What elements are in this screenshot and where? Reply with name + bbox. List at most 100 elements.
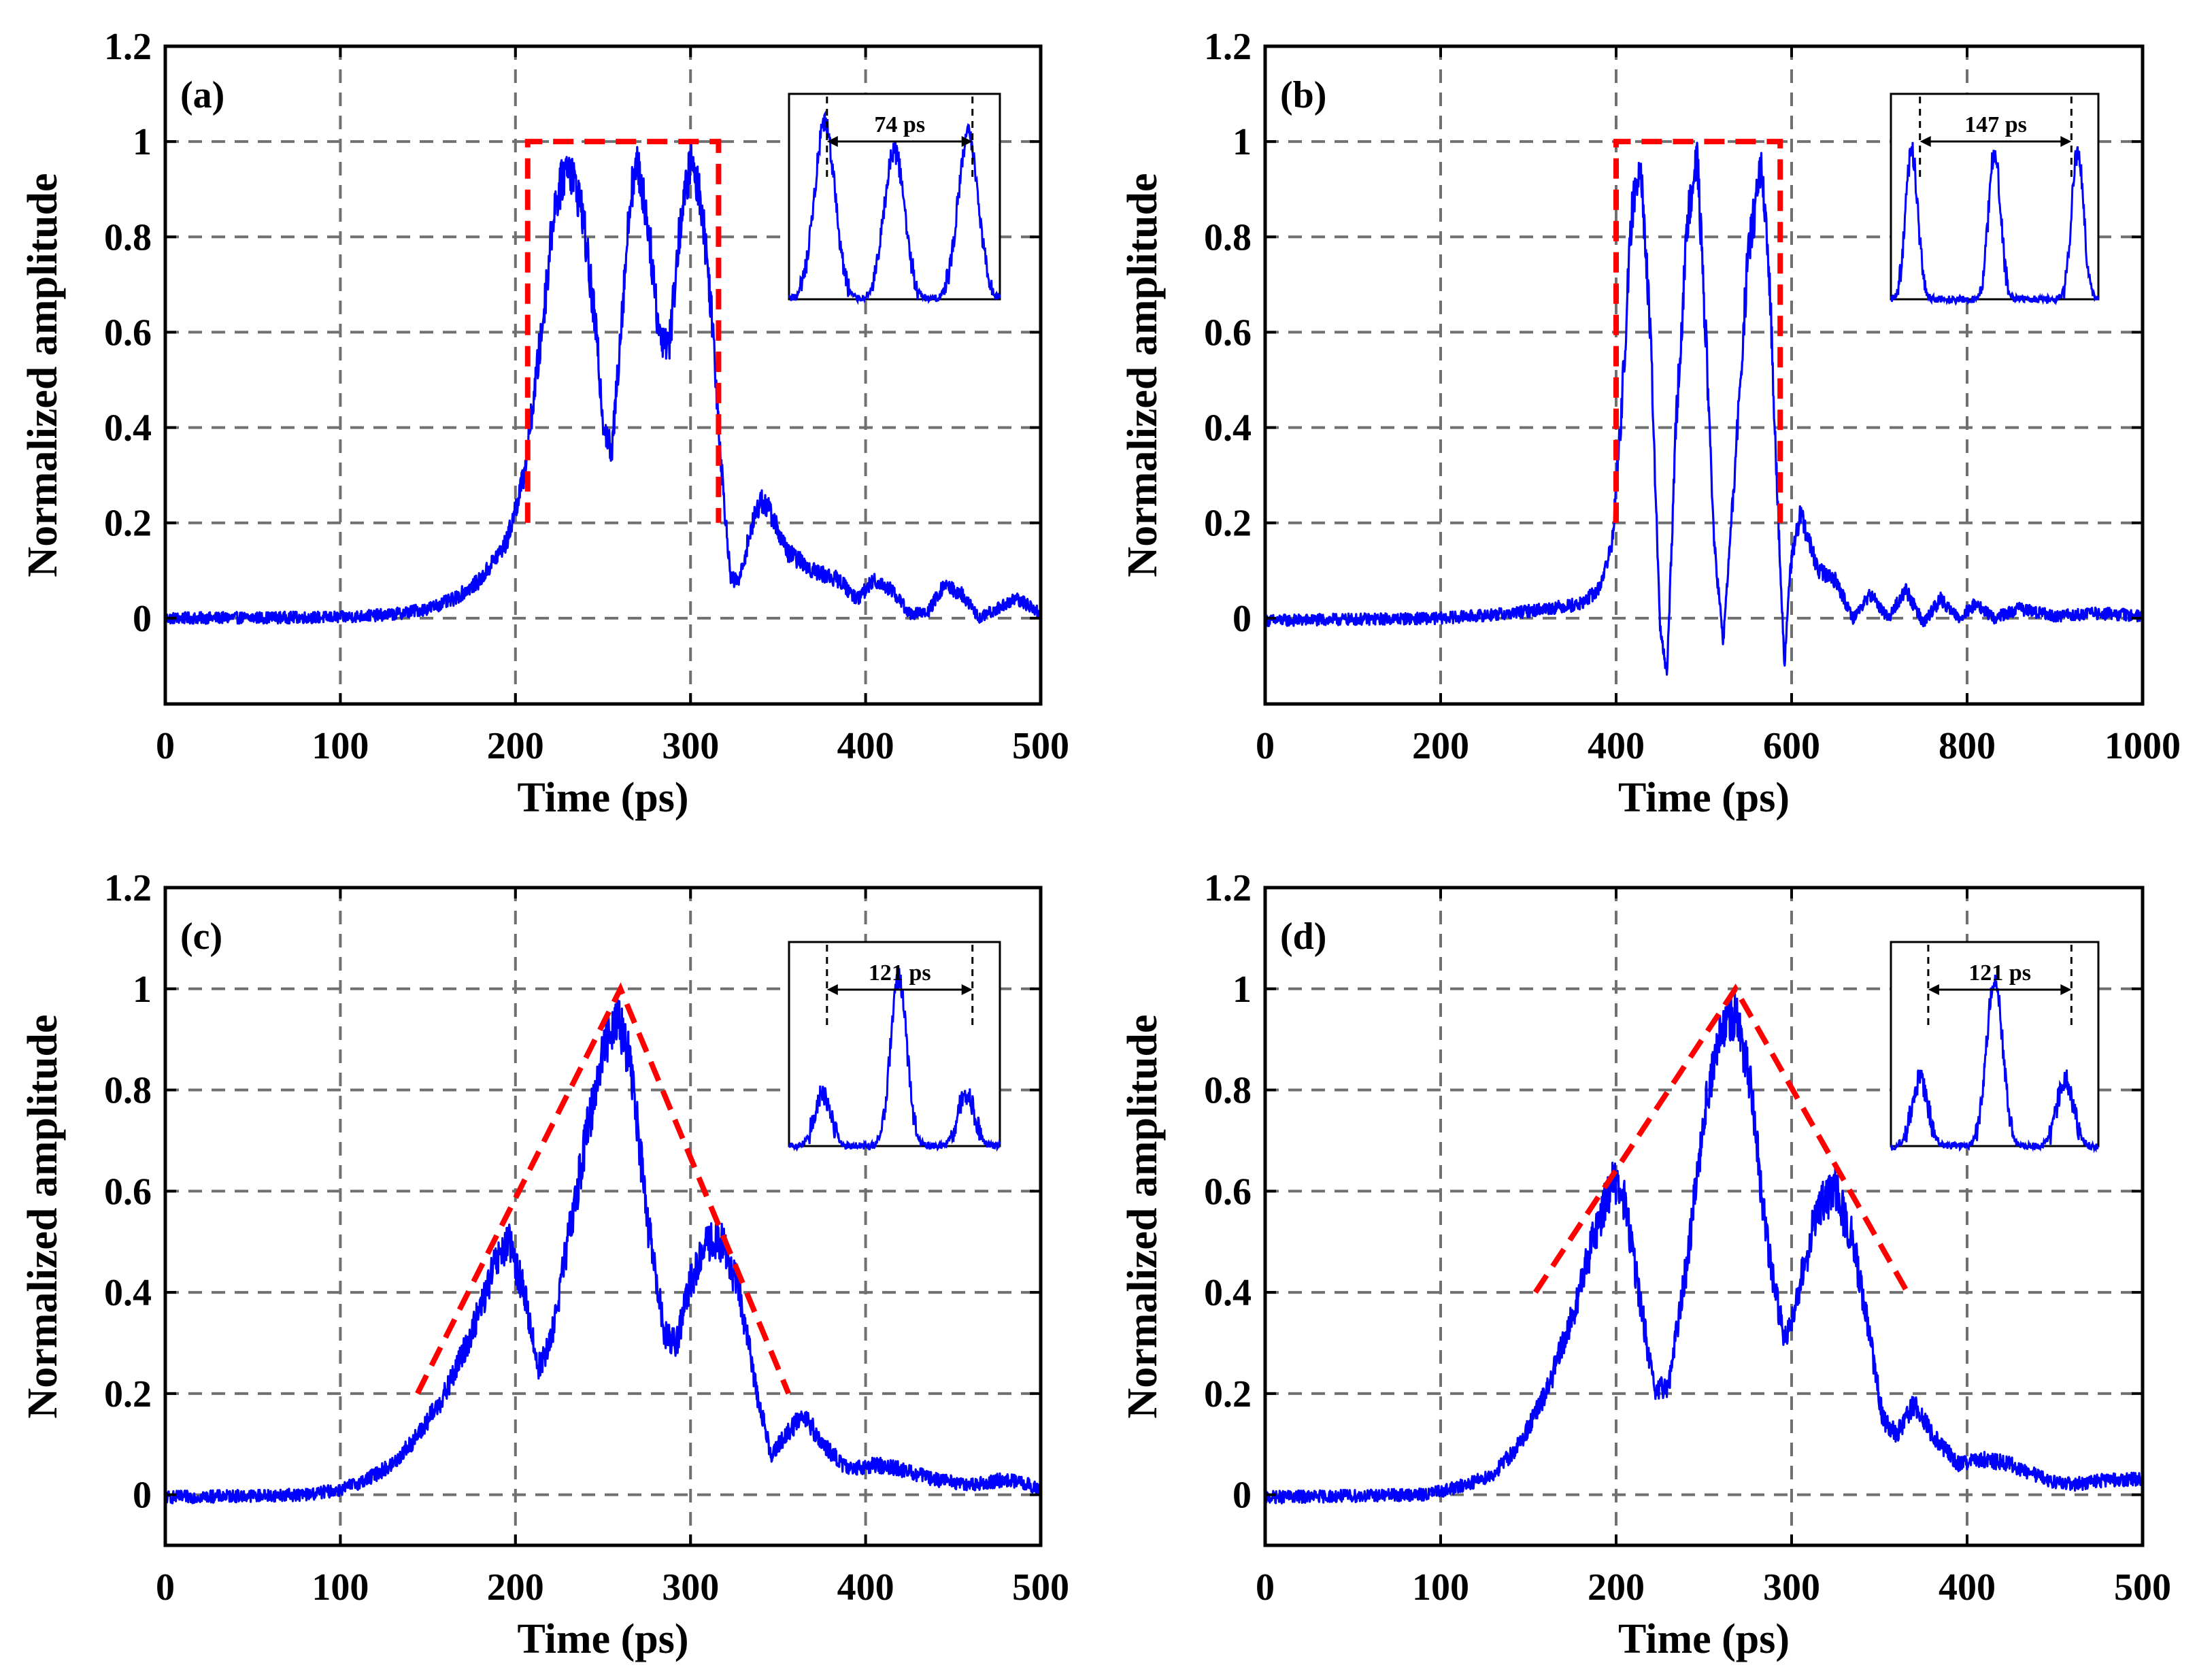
y-axis-label: Normalized amplitude (1120, 1014, 1166, 1418)
y-tick-label: 0 (1232, 1475, 1252, 1517)
inset: 74 ps (788, 93, 1001, 305)
y-tick-label: 0.2 (1204, 1373, 1252, 1415)
inset: 121 ps (788, 941, 1001, 1152)
inset-arrowhead-left (826, 984, 838, 995)
y-tick-label: 1.2 (1204, 26, 1252, 68)
x-tick-label: 500 (1012, 1566, 1069, 1609)
inset-annotation: 121 ps (869, 960, 931, 986)
x-tick-label: 800 (1939, 725, 1996, 767)
x-axis-label: Time (ps) (1618, 775, 1790, 821)
y-tick-label: 0 (1232, 598, 1252, 640)
inset-arrowhead-right (961, 984, 973, 995)
chart-panel-c: 0 100 200 300 400 500 0 0.2 0.4 0.6 0.8 1 1.2 Time (p… (20, 867, 1069, 1662)
inset-arrowhead-right (2060, 136, 2072, 147)
y-tick-label: 0.4 (1204, 1272, 1252, 1314)
series-ideal-line (524, 139, 722, 523)
x-tick-label: 500 (1012, 725, 1069, 767)
y-tick-label: 0.6 (104, 312, 152, 354)
y-tick-label: 0.6 (104, 1171, 152, 1213)
y-tick-label: 0 (133, 1475, 152, 1517)
y-tick-label: 1 (133, 121, 152, 163)
series-ideal-line (1613, 139, 1783, 523)
x-axis-label: Time (ps) (517, 1616, 688, 1662)
inset-annotation: 121 ps (1968, 960, 2031, 986)
y-tick-label: 0.2 (104, 1373, 152, 1415)
panel-label: (c) (180, 915, 222, 958)
y-tick-label: 0.8 (104, 1070, 152, 1112)
series-ideal-line (1532, 984, 1910, 1294)
series-measured-line (165, 998, 1041, 1505)
x-tick-label: 200 (487, 1566, 544, 1609)
x-tick-label: 400 (1588, 725, 1645, 767)
y-tick-label: 1 (1232, 121, 1252, 163)
series-measured-line (1265, 992, 2143, 1505)
x-tick-label: 400 (1939, 1566, 1996, 1609)
y-tick-label: 1.2 (104, 26, 152, 68)
plot-frame (163, 44, 1043, 706)
inset-frame (788, 941, 1001, 1147)
series-measured-line (165, 141, 1041, 625)
plot-frame (1263, 44, 2145, 706)
y-tick-label: 0.4 (104, 1272, 152, 1314)
y-axis-label: Normalized amplitude (20, 173, 66, 577)
x-tick-label: 100 (312, 725, 369, 767)
y-tick-label: 0.6 (1204, 312, 1252, 354)
y-tick-label: 1.2 (1204, 867, 1252, 909)
inset-frame (1890, 93, 2100, 301)
inset: 121 ps (1890, 941, 2100, 1154)
plot-frame (163, 886, 1043, 1547)
inset-arrowhead-right (2060, 984, 2072, 995)
x-tick-label: 100 (312, 1566, 369, 1609)
x-tick-label: 400 (837, 725, 894, 767)
x-tick-label: 600 (1763, 725, 1820, 767)
inset-arrowhead-left (1928, 984, 1939, 995)
series-measured-line (1265, 141, 2143, 676)
y-tick-label: 1 (133, 969, 152, 1011)
x-tick-label: 200 (1412, 725, 1469, 767)
panel-label: (b) (1280, 74, 1326, 116)
x-tick-label: 0 (1256, 725, 1275, 767)
y-tick-label: 0.4 (1204, 407, 1252, 450)
inset-arrowhead-left (826, 136, 838, 147)
inset: 147 ps (1890, 93, 2100, 306)
series-ideal-line (415, 982, 791, 1395)
inset-arrowhead-left (1919, 136, 1931, 147)
inset-annotation: 147 ps (1964, 112, 2027, 137)
y-tick-label: 1 (1232, 969, 1252, 1011)
y-tick-label: 0 (133, 598, 152, 640)
x-axis-label: Time (ps) (517, 775, 688, 821)
y-tick-label: 0.4 (104, 407, 152, 450)
x-tick-label: 0 (156, 725, 175, 767)
y-tick-label: 0.2 (104, 503, 152, 545)
x-tick-label: 200 (487, 725, 544, 767)
x-tick-label: 300 (662, 1566, 719, 1609)
x-tick-label: 200 (1588, 1566, 1645, 1609)
x-tick-label: 400 (837, 1566, 894, 1609)
inset-waveform (1890, 141, 2100, 306)
panel-label: (a) (180, 74, 224, 116)
y-tick-label: 0.8 (1204, 216, 1252, 258)
x-tick-label: 300 (1763, 1566, 1820, 1609)
x-tick-label: 0 (156, 1566, 175, 1609)
x-tick-label: 1000 (2104, 725, 2181, 767)
x-tick-label: 100 (1412, 1566, 1469, 1609)
y-tick-label: 0.6 (1204, 1171, 1252, 1213)
y-axis-label: Normalized amplitude (1120, 173, 1166, 577)
inset-waveform (788, 968, 1001, 1152)
x-tick-label: 0 (1256, 1566, 1275, 1609)
y-tick-label: 1.2 (104, 867, 152, 909)
inset-arrowhead-right (961, 136, 973, 147)
inset-annotation: 74 ps (874, 112, 925, 137)
y-tick-label: 0.8 (104, 216, 152, 258)
chart-panel-b: 0 200 400 600 800 1000 0 0.2 0.4 0.6 0.8 1 1.2 Time (… (1120, 26, 2181, 821)
panel-label: (d) (1280, 915, 1326, 958)
y-tick-label: 0.2 (1204, 503, 1252, 545)
y-tick-label: 0.8 (1204, 1070, 1252, 1112)
x-tick-label: 300 (662, 725, 719, 767)
x-tick-label: 500 (2114, 1566, 2171, 1609)
inset-waveform (1890, 975, 2099, 1154)
y-axis-label: Normalized amplitude (20, 1014, 66, 1418)
chart-panel-d: 0 100 200 300 400 500 0 0.2 0.4 0.6 0.8 1 1.2 Time (p… (1120, 867, 2171, 1662)
x-axis-label: Time (ps) (1618, 1616, 1790, 1662)
